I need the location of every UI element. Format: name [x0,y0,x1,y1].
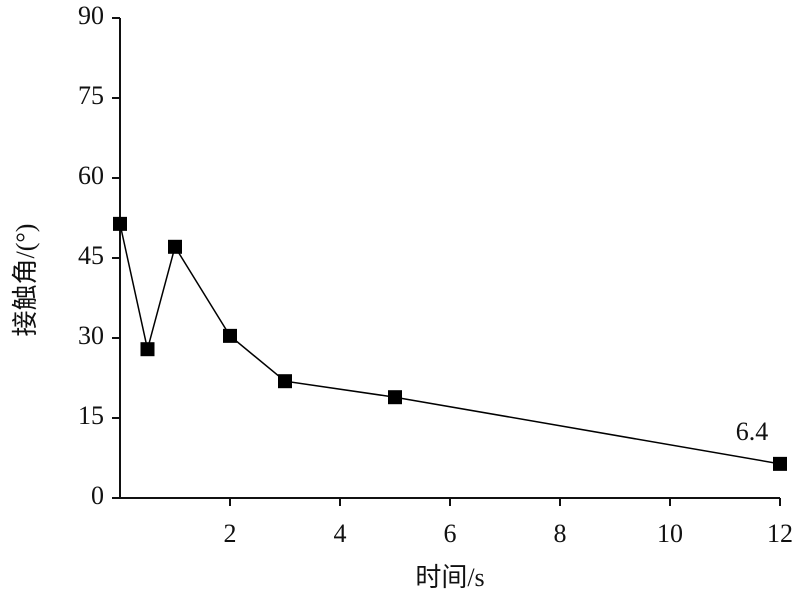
y-axis-label: 接触角/(°) [11,224,40,337]
marker [773,456,787,471]
x-tick-label: 6 [444,519,457,548]
y-tick-label: 30 [78,321,104,350]
data-line [119,223,781,465]
y-tick-label: 15 [78,401,104,430]
x-axis-label: 时间/s [415,563,484,592]
x-tick-label: 8 [554,519,567,548]
marker [223,328,237,343]
y-tick-label: 75 [78,81,104,110]
y-tick-label: 0 [91,481,104,510]
y-tick-label: 60 [78,161,104,190]
marker [140,342,155,357]
marker [388,390,402,405]
x-tick-label: 10 [657,519,683,548]
x-tick-label: 12 [767,519,793,548]
marker [168,239,182,254]
y-tick-label: 90 [78,1,104,30]
data-label: 6.4 [736,417,769,446]
y-tick-label: 45 [78,241,104,270]
marker [278,374,292,389]
marker [113,216,127,231]
x-tick-label: 2 [224,519,237,548]
x-tick-label: 4 [334,519,347,548]
